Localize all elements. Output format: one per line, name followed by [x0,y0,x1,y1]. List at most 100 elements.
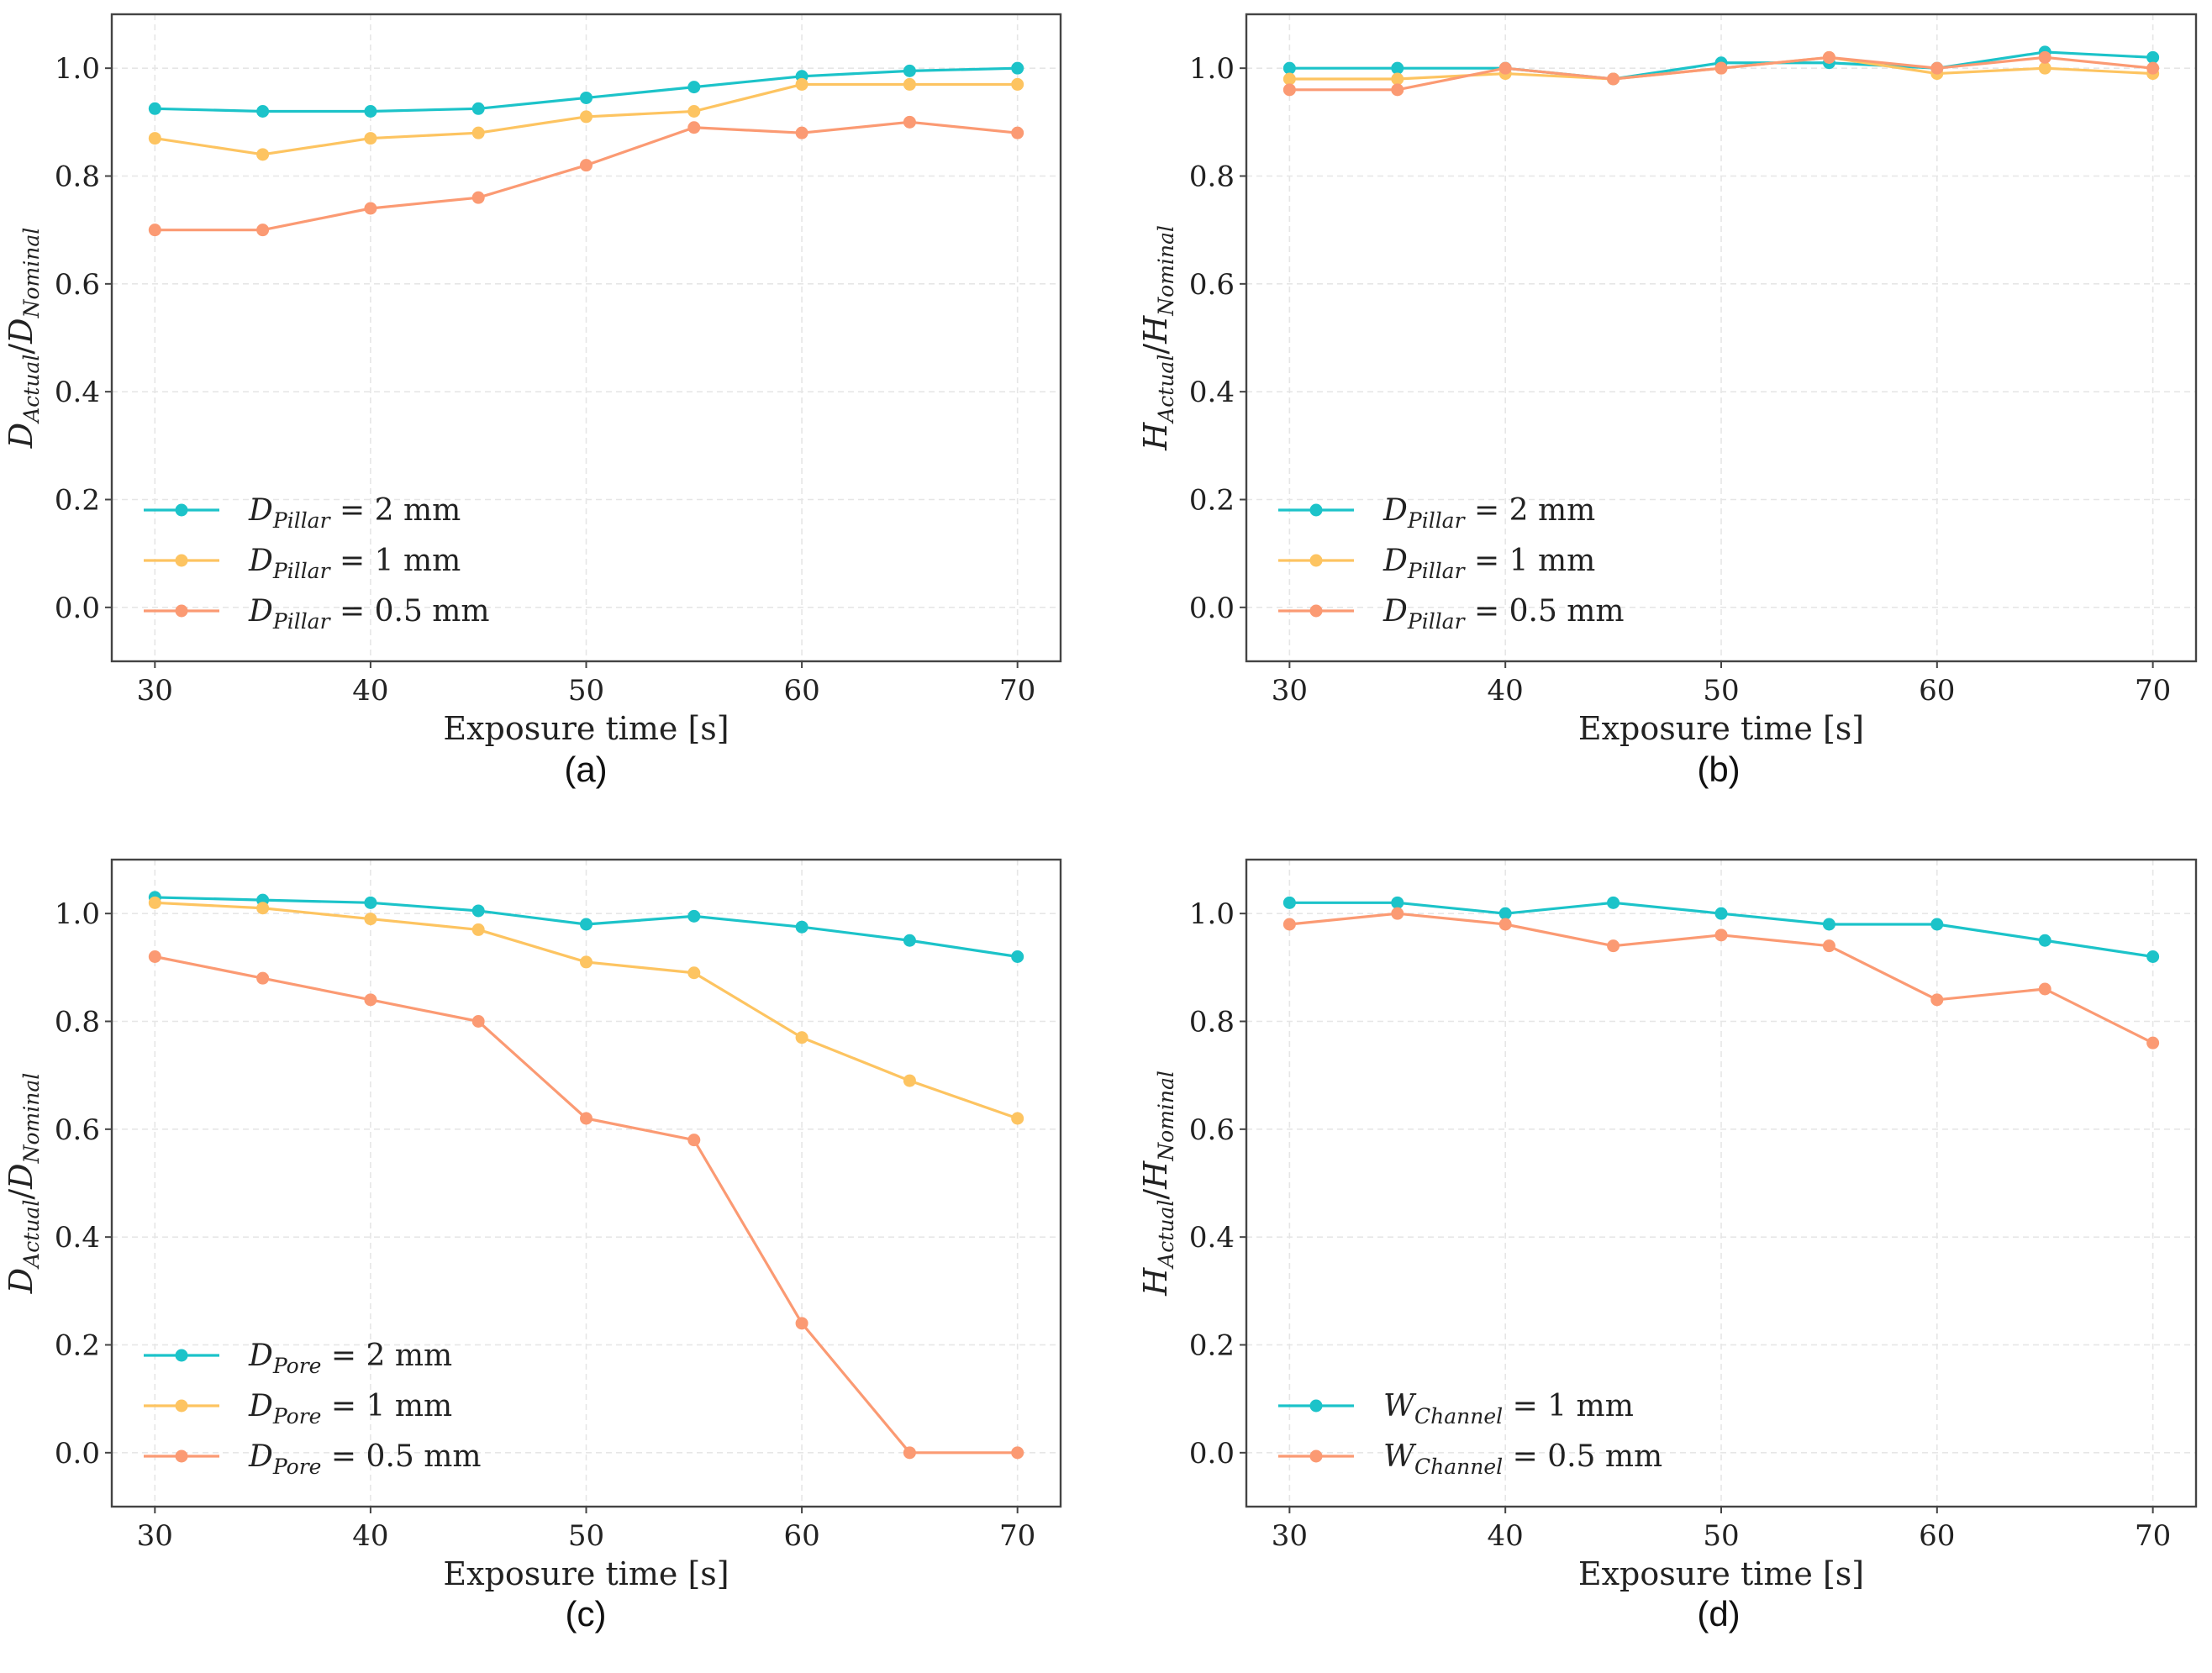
legend-entry: DPillar = 1 mm [1278,544,1595,583]
legend-name: D [1382,493,1408,528]
data-point [795,77,808,91]
y-axis-label-den-sub: Nominal [1154,1071,1178,1162]
x-tick-label: 70 [999,1519,1035,1553]
legend-name: W [1383,1389,1417,1423]
data-point [1714,907,1728,920]
y-axis-label-slash: / [1137,1189,1174,1200]
data-point [2038,50,2051,64]
data-point [2146,1036,2160,1050]
legend-label: DPore = 1 mm [248,1389,452,1428]
legend-entry: DPillar = 1 mm [144,544,461,583]
y-axis-label-den: H [1137,1160,1174,1190]
legend-marker [175,604,188,618]
data-point [471,923,485,936]
y-axis-label-num: D [3,1268,40,1294]
data-point [687,1134,701,1147]
data-point [364,913,377,926]
y-axis-label: HActual/HNominal [1137,1071,1178,1297]
y-axis-label: DActual/DNominal [3,228,44,450]
data-point [1011,1446,1024,1460]
data-point [1011,77,1024,91]
x-tick-label: 70 [2135,674,2171,708]
data-point [1011,61,1024,75]
y-axis-label: HActual/HNominal [1137,225,1178,451]
legend-suffix: = 2 mm [1465,493,1596,528]
data-point [2038,982,2051,996]
legend-name-sub: Pore [272,1455,322,1479]
y-axis-label-den: D [3,318,40,344]
y-axis-label-slash: / [3,1189,40,1200]
legend-name: D [248,493,273,528]
legend-marker [1309,503,1323,517]
data-point [364,202,377,215]
legend-suffix: = 0.5 mm [321,1439,481,1474]
y-tick-label: 0.4 [55,1221,100,1255]
x-tick-label: 30 [1272,1519,1308,1553]
y-tick-label: 0.6 [55,268,100,302]
x-tick-label: 30 [137,1519,173,1553]
data-point [256,105,270,118]
data-point [148,224,161,237]
y-axis-label-den-sub: Nominal [19,1073,44,1165]
legend-name: D [248,594,273,629]
data-point [795,1031,808,1044]
x-tick-label: 40 [352,1519,388,1553]
data-point [1282,83,1296,97]
legend-name-sub: Pillar [1407,508,1467,533]
data-point [1822,50,1835,64]
x-axis-label: Exposure time [s] [443,710,729,747]
legend-entry: WChannel = 0.5 mm [1278,1439,1662,1479]
y-tick-label: 1.0 [1189,897,1235,931]
x-tick-label: 50 [568,1519,604,1553]
data-point [1822,918,1835,931]
y-axis-label-den-sub: Nominal [19,228,44,319]
y-tick-label: 0.8 [55,1006,100,1039]
x-tick-label: 60 [783,674,819,708]
legend-name-sub: Pore [272,1354,322,1378]
data-point [1714,929,1728,942]
y-tick-label: 1.0 [1189,52,1235,86]
legend-label: DPillar = 1 mm [1382,544,1595,583]
y-tick-label: 0.4 [1189,376,1235,409]
legend-entry: WChannel = 1 mm [1278,1389,1634,1428]
legend-entry: DPillar = 2 mm [144,493,461,533]
chart-panel: 30 40 50 60 70 0.0 0.2 0.4 0.6 0.8 1.0 Exposure tim… [1137,13,2198,747]
data-point [795,126,808,139]
data-point [256,902,270,915]
data-point [687,81,701,94]
data-point [903,1446,916,1460]
x-tick-label: 40 [1488,674,1524,708]
panel-label: (d) [1697,1594,1740,1634]
data-point [795,1317,808,1330]
data-point [903,77,916,91]
legend-label: DPore = 2 mm [248,1339,452,1378]
data-point [1607,939,1620,953]
legend-name-sub: Pillar [272,559,332,583]
legend-name: D [248,1339,273,1373]
data-point [580,955,592,969]
data-point [903,115,916,129]
data-point [903,64,916,77]
data-point [148,950,161,963]
data-point [1011,126,1024,139]
y-axis-label: DActual/DNominal [3,1073,44,1295]
data-point [364,993,377,1007]
data-point [1011,1112,1024,1125]
y-axis-label-den: D [3,1163,40,1189]
data-point [580,159,592,172]
y-axis-label-num-sub: Actual [19,1200,44,1270]
chart-panel: 30 40 50 60 70 0.0 0.2 0.4 0.6 0.8 1.0 Exposure tim… [1137,858,2198,1592]
data-point [1011,950,1024,963]
legend-label: DPillar = 0.5 mm [1382,594,1625,634]
y-tick-label: 1.0 [55,897,100,931]
data-point [471,191,485,204]
y-tick-label: 0.0 [55,1437,100,1470]
legend-label: WChannel = 0.5 mm [1383,1439,1662,1479]
x-tick-label: 60 [783,1519,819,1553]
y-tick-label: 0.6 [55,1113,100,1147]
legend-name: W [1383,1439,1417,1474]
data-point [2146,61,2160,75]
data-point [1930,61,1944,75]
legend-entry: DPillar = 0.5 mm [144,594,490,634]
